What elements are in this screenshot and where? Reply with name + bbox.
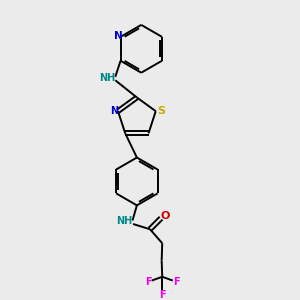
Text: NH: NH: [116, 216, 132, 226]
Text: F: F: [173, 277, 180, 287]
Text: F: F: [145, 277, 152, 287]
Text: N: N: [110, 106, 118, 116]
Text: F: F: [159, 290, 166, 300]
Text: O: O: [160, 211, 170, 221]
Text: N: N: [114, 31, 123, 41]
Text: NH: NH: [99, 73, 115, 83]
Text: S: S: [157, 106, 165, 116]
